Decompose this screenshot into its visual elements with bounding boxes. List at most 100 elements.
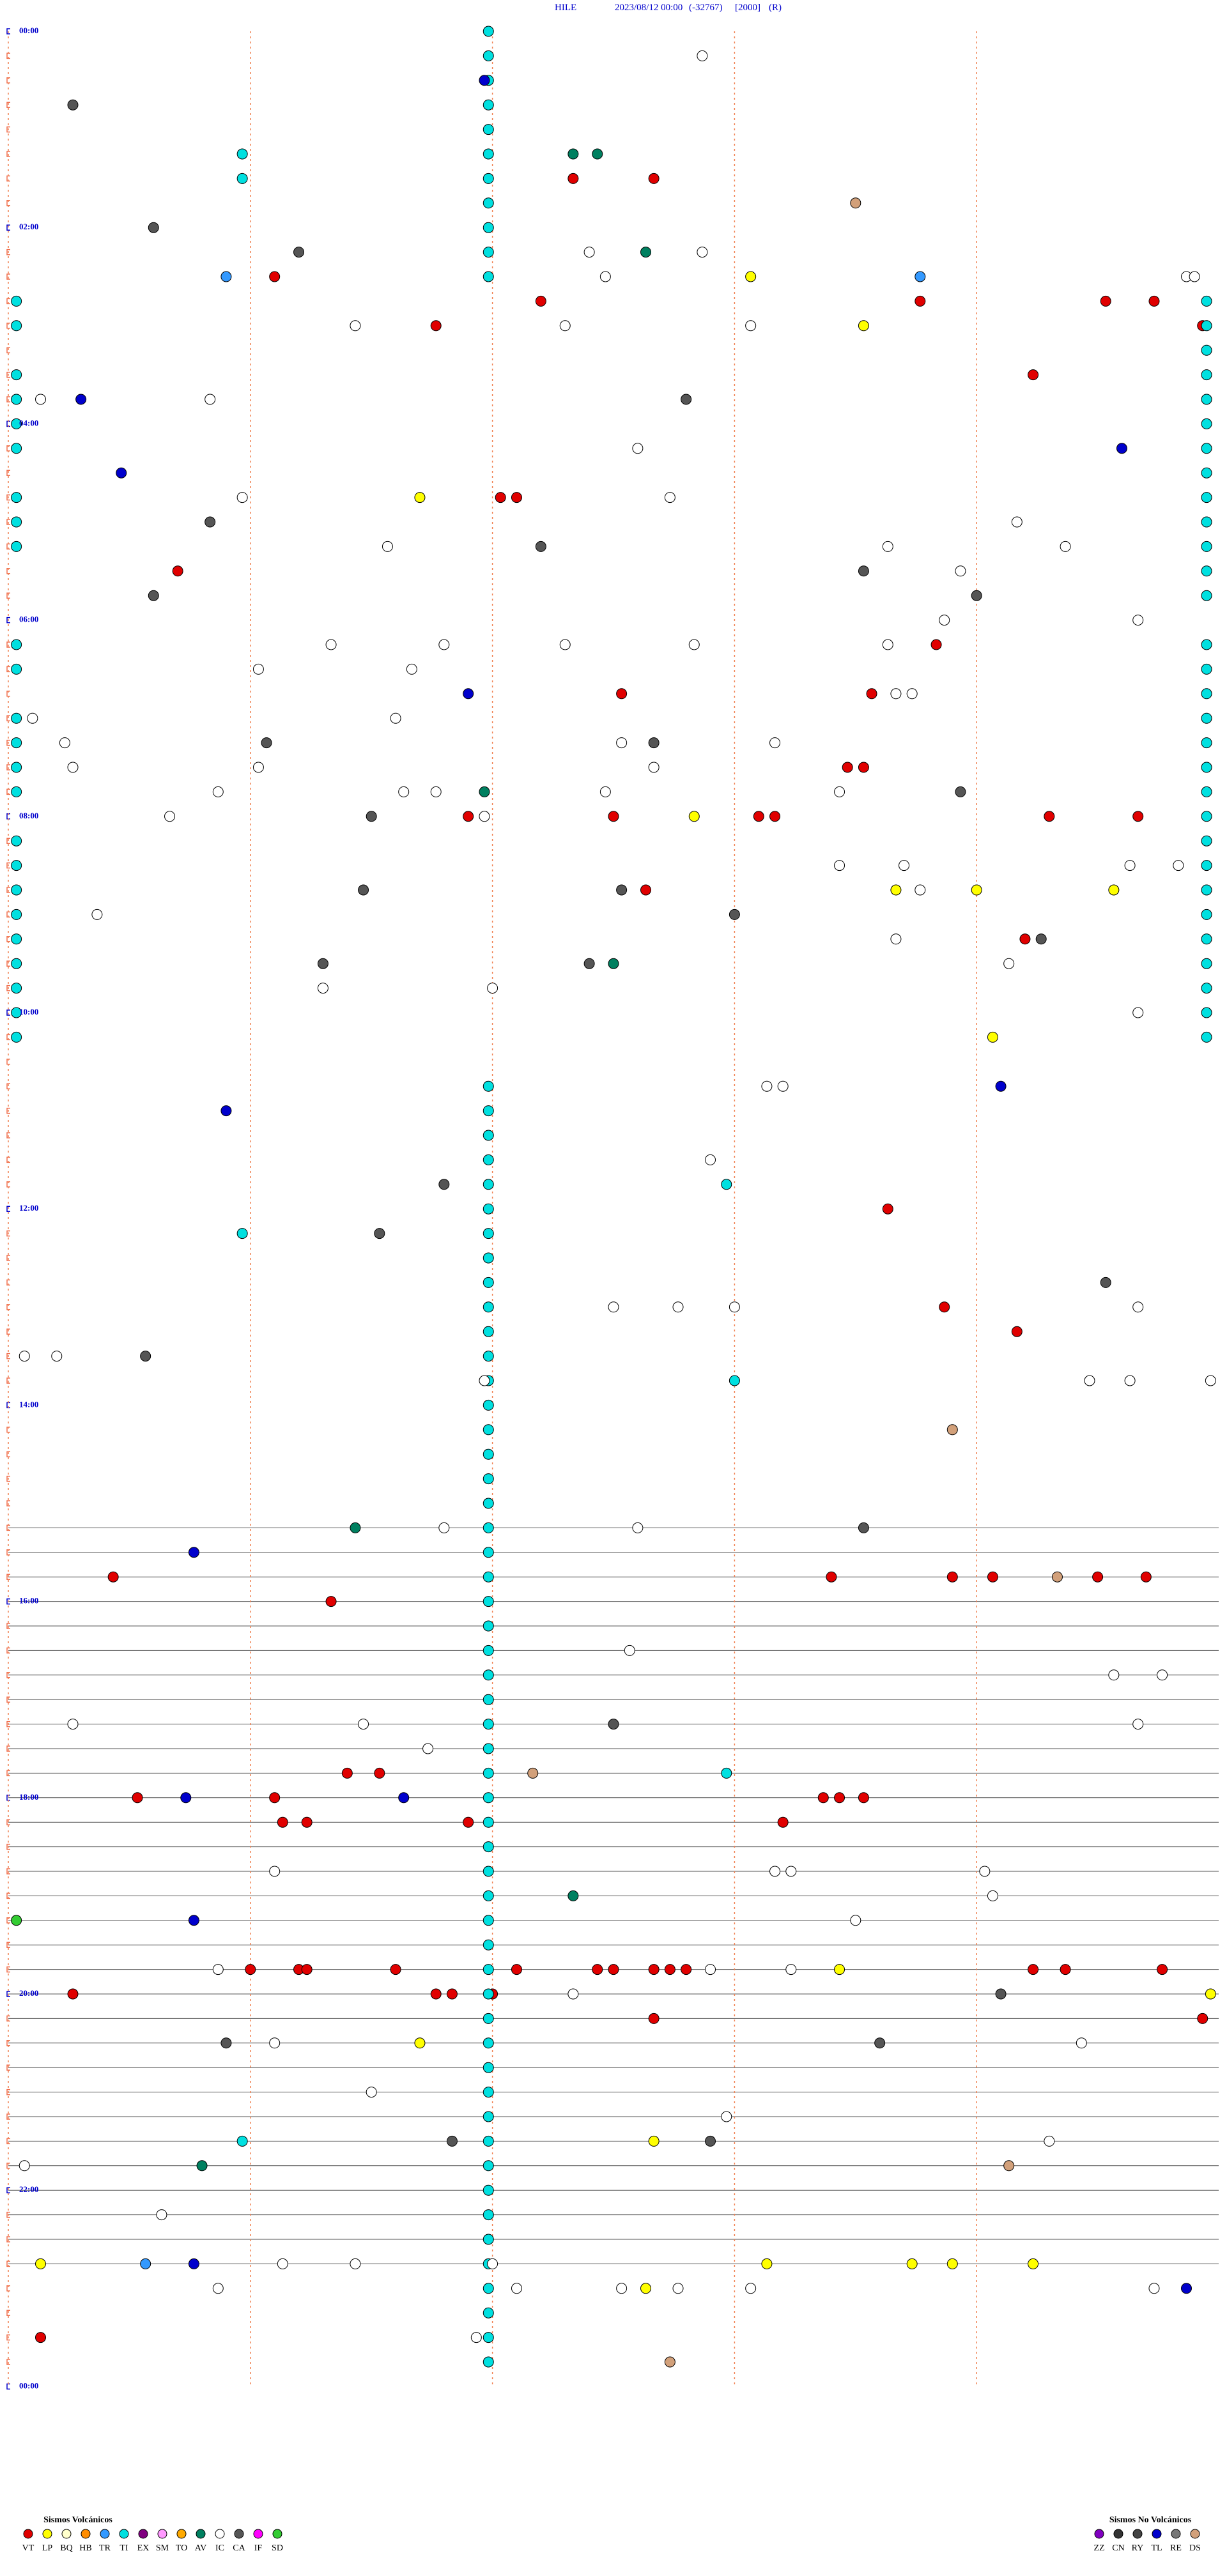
hour-label: 00:00	[19, 2380, 38, 2390]
event-marker	[67, 1719, 79, 1730]
hour-label: 14:00	[19, 1399, 38, 1409]
legend-code: HB	[79, 2543, 91, 2553]
event-marker	[482, 1522, 494, 1533]
event-marker	[955, 786, 966, 797]
event-marker	[11, 884, 22, 896]
event-marker	[132, 1792, 143, 1804]
event-marker	[438, 639, 450, 650]
event-marker	[67, 762, 79, 773]
event-marker	[979, 1866, 991, 1877]
event-marker	[527, 1767, 539, 1779]
event-marker	[939, 1301, 950, 1313]
event-marker	[482, 172, 494, 184]
event-marker	[882, 639, 893, 650]
event-marker	[188, 1547, 199, 1558]
event-marker	[11, 320, 22, 332]
event-marker	[325, 639, 337, 650]
event-marker	[482, 2012, 494, 2024]
legend-code: SD	[272, 2543, 283, 2553]
event-marker	[11, 860, 22, 871]
event-marker	[1060, 1964, 1071, 1975]
row-marker	[6, 739, 10, 746]
event-marker	[11, 394, 22, 405]
event-marker	[535, 540, 546, 552]
event-marker	[11, 983, 22, 994]
event-marker	[463, 811, 474, 822]
row-marker	[6, 470, 10, 476]
hour-label: 08:00	[19, 811, 38, 820]
event-marker	[1035, 933, 1047, 945]
event-marker	[358, 884, 369, 896]
event-marker	[914, 271, 926, 282]
event-marker	[890, 884, 902, 896]
row-marker	[6, 1328, 10, 1335]
event-marker	[1201, 394, 1212, 405]
event-marker	[890, 688, 902, 700]
row-marker	[6, 1819, 10, 1825]
event-marker	[1084, 1375, 1095, 1386]
event-marker	[212, 1964, 224, 1975]
event-marker	[987, 1031, 998, 1043]
event-marker	[11, 1007, 22, 1018]
event-marker	[325, 1596, 337, 1607]
event-marker	[11, 908, 22, 920]
event-marker	[599, 786, 611, 797]
event-marker	[906, 688, 918, 700]
row-marker	[6, 2334, 10, 2341]
event-marker	[482, 2307, 494, 2319]
event-marker	[1044, 2135, 1055, 2147]
event-marker	[156, 2209, 167, 2221]
event-marker	[482, 1326, 494, 1337]
event-marker	[583, 958, 595, 969]
event-marker	[482, 99, 494, 111]
event-marker	[482, 1816, 494, 1828]
legend-code: TR	[99, 2543, 111, 2553]
event-marker	[482, 1571, 494, 1583]
event-marker	[511, 2283, 522, 2294]
event-marker	[1100, 1276, 1111, 1288]
event-marker	[19, 1351, 30, 1362]
event-marker	[482, 1351, 494, 1362]
event-marker	[648, 762, 660, 773]
row-marker	[6, 1255, 10, 1261]
event-marker	[1108, 1669, 1120, 1681]
event-marker	[1132, 811, 1144, 822]
event-marker	[482, 1841, 494, 1853]
event-marker	[482, 2135, 494, 2147]
event-marker	[482, 2184, 494, 2196]
event-marker	[220, 271, 232, 282]
event-marker	[446, 2135, 458, 2147]
label-layer: HILE 2023/08/12 00:00 (-32767) [2000] (R) 00:…	[19, 3, 1201, 2553]
event-marker	[236, 2135, 248, 2147]
event-marker	[608, 811, 619, 822]
event-marker	[511, 1964, 522, 1975]
event-marker	[1201, 884, 1212, 896]
event-marker	[616, 884, 628, 896]
event-marker	[858, 565, 869, 577]
event-marker	[317, 983, 328, 994]
event-marker	[946, 1424, 958, 1436]
event-marker	[11, 443, 22, 454]
event-marker	[430, 786, 442, 797]
event-marker	[1201, 590, 1212, 601]
event-marker	[482, 1203, 494, 1215]
event-marker	[681, 394, 692, 405]
event-marker	[212, 2283, 224, 2294]
event-marker	[1201, 467, 1212, 479]
legend-swatch	[234, 2529, 244, 2539]
row-marker	[6, 1377, 10, 1384]
event-marker	[930, 639, 942, 650]
row-marker	[6, 1696, 10, 1703]
event-marker	[705, 1964, 716, 1975]
row-marker	[6, 371, 10, 378]
row-marker	[6, 151, 10, 157]
legend-code: CN	[1112, 2543, 1124, 2553]
title-part: (R)	[769, 3, 782, 13]
event-marker	[479, 786, 490, 797]
event-marker	[1157, 1669, 1168, 1681]
legend-swatch	[176, 2529, 187, 2539]
event-marker	[1124, 860, 1136, 871]
event-marker	[769, 811, 781, 822]
hour-label: 10:00	[19, 1007, 38, 1016]
event-marker	[406, 663, 417, 675]
